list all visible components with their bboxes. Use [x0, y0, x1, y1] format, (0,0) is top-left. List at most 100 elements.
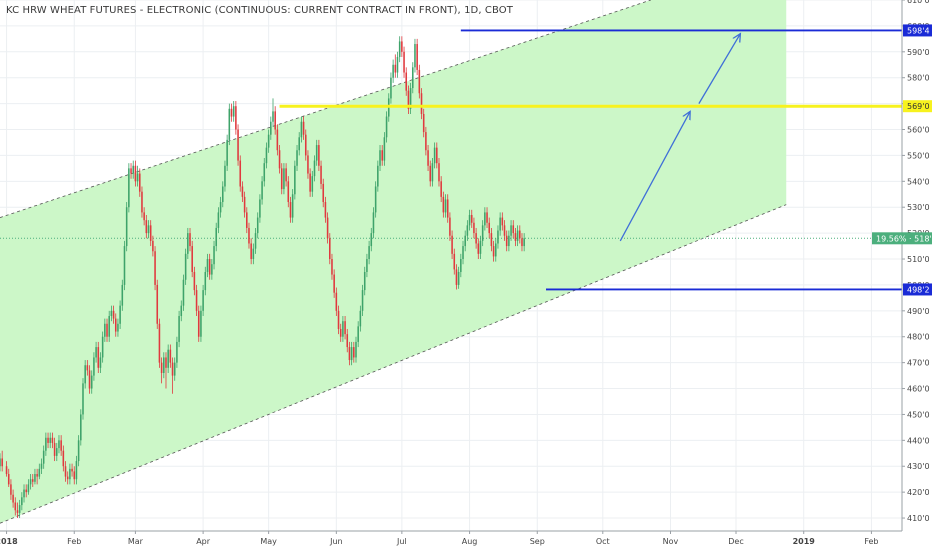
candle-body — [217, 212, 220, 228]
candle-body — [436, 147, 438, 164]
time-tick-label: Aug — [462, 537, 478, 546]
candle-body — [510, 225, 512, 236]
candle-body — [348, 347, 351, 361]
candle-body — [355, 341, 357, 358]
candle — [407, 85, 410, 114]
candle — [125, 202, 128, 252]
candle-body — [470, 214, 473, 223]
candle-body — [519, 230, 521, 239]
candle-body — [31, 479, 34, 482]
candle-body — [182, 279, 185, 306]
candle-body — [401, 41, 403, 52]
candle-body — [414, 44, 416, 68]
candle — [355, 336, 357, 363]
candle-body — [475, 233, 477, 244]
time-tick-label: Oct — [596, 537, 610, 546]
candle-body — [492, 246, 495, 257]
candle-body — [154, 251, 156, 285]
candle-body — [304, 134, 307, 156]
candle-body — [446, 199, 449, 218]
candle-body — [278, 150, 281, 169]
candle-body — [88, 370, 91, 389]
candle — [377, 160, 379, 192]
candle-body — [516, 230, 519, 241]
candle — [82, 378, 84, 420]
candle-body — [128, 168, 130, 208]
candle — [433, 142, 436, 169]
candle-body — [29, 479, 32, 485]
candle — [280, 163, 283, 195]
candle — [451, 230, 453, 260]
price-tick-label: 490'0 — [907, 307, 930, 316]
candle-body — [464, 235, 466, 247]
candle — [508, 230, 510, 252]
candle-body — [256, 217, 259, 234]
candle — [392, 59, 394, 83]
candle-body — [315, 145, 318, 161]
candle-body — [97, 347, 100, 368]
candle — [215, 222, 218, 252]
candle-body — [145, 220, 148, 234]
candle — [267, 129, 270, 153]
candle — [7, 468, 10, 487]
candle-body — [449, 217, 451, 236]
candle — [167, 344, 169, 373]
candle — [353, 341, 355, 363]
candle — [112, 305, 115, 324]
candle — [383, 132, 386, 166]
candle — [368, 240, 370, 265]
candle — [298, 132, 300, 156]
candle-body — [398, 41, 401, 57]
level-tag-label: 598'4 — [907, 26, 930, 35]
candle — [394, 54, 397, 78]
candle-body — [335, 292, 338, 311]
candle — [189, 227, 191, 252]
candle-body — [361, 290, 364, 311]
candle-body — [149, 225, 152, 241]
time-tick-label: Apr — [196, 537, 211, 546]
candle — [250, 238, 252, 265]
candle — [442, 191, 445, 218]
candle — [302, 116, 305, 140]
candle — [449, 212, 451, 241]
price-tick-label: 470'0 — [907, 359, 930, 368]
candle-body — [296, 150, 298, 166]
candle — [90, 370, 93, 394]
candle-body — [300, 121, 303, 138]
candle — [339, 323, 342, 342]
candle-body — [117, 323, 119, 332]
candle — [191, 240, 193, 278]
price-tick-label: 510'0 — [907, 255, 930, 264]
candle-body — [125, 207, 128, 247]
candle-body — [499, 217, 501, 231]
candle-body — [1, 458, 3, 467]
candle-body — [280, 168, 283, 190]
candle — [446, 194, 449, 223]
time-tick-label: 2018 — [0, 537, 18, 546]
candle — [14, 497, 17, 516]
candle — [75, 455, 78, 485]
candle-body — [333, 274, 335, 293]
candle — [117, 318, 119, 337]
candle-body — [405, 72, 408, 91]
candle-body — [215, 227, 218, 247]
candle — [195, 284, 198, 317]
candles — [0, 36, 525, 519]
candle — [132, 160, 135, 179]
candle-body — [457, 271, 460, 285]
candle — [519, 225, 521, 244]
candle — [401, 36, 403, 57]
candle-body — [318, 145, 320, 166]
level-tag-label: 498'2 — [907, 285, 930, 294]
candle-body — [350, 347, 353, 361]
candle — [521, 233, 523, 252]
level-tag-resistance-mid — [903, 100, 932, 113]
candle-body — [5, 466, 8, 475]
candle — [176, 336, 178, 368]
candle — [226, 134, 228, 171]
candle — [29, 474, 32, 490]
candle-body — [494, 243, 497, 257]
candle — [213, 240, 215, 270]
candle — [403, 46, 405, 78]
